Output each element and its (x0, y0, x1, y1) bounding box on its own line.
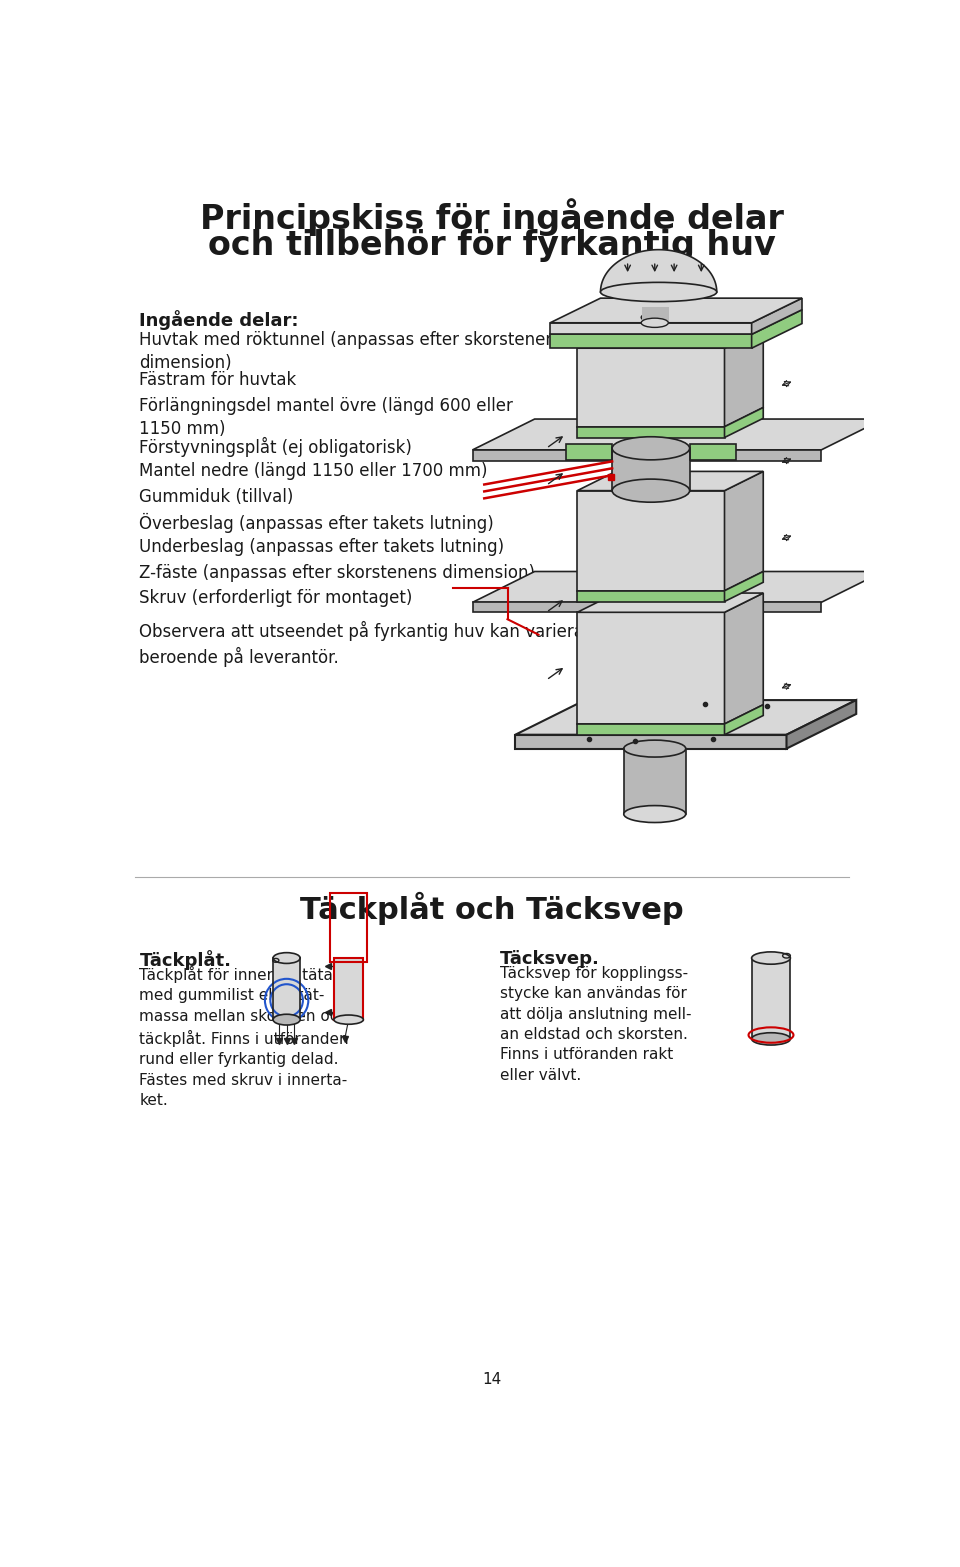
Polygon shape (472, 602, 822, 611)
Text: Huvtak med röktunnel (anpassas efter skorstenens
dimension): Huvtak med röktunnel (anpassas efter sko… (139, 331, 565, 371)
Ellipse shape (273, 1014, 300, 1025)
Polygon shape (577, 613, 725, 724)
Polygon shape (725, 572, 763, 602)
Polygon shape (516, 700, 856, 735)
Polygon shape (274, 957, 300, 1020)
Polygon shape (624, 749, 685, 813)
Text: Täckplåt och Täcksvep: Täckplåt och Täcksvep (300, 892, 684, 925)
Text: Överbeslag (anpassas efter takets lutning): Överbeslag (anpassas efter takets lutnin… (139, 512, 494, 533)
Polygon shape (577, 490, 725, 591)
Text: och tillbehör för fyrkantig huv: och tillbehör för fyrkantig huv (208, 229, 776, 262)
Ellipse shape (334, 1015, 363, 1025)
Polygon shape (752, 957, 790, 1039)
Text: Fästram för huvtak: Fästram för huvtak (139, 371, 297, 389)
Text: Underbeslag (anpassas efter takets lutning): Underbeslag (anpassas efter takets lutni… (139, 539, 505, 556)
Polygon shape (725, 592, 763, 724)
Ellipse shape (641, 313, 668, 323)
Text: Skruv (erforderligt för montaget): Skruv (erforderligt för montaget) (139, 589, 413, 606)
Polygon shape (472, 572, 883, 602)
Polygon shape (577, 724, 725, 735)
Text: 14: 14 (482, 1373, 502, 1387)
Polygon shape (577, 591, 725, 602)
Ellipse shape (273, 953, 300, 964)
Polygon shape (725, 407, 763, 437)
Bar (641, 307, 669, 323)
Text: Z-fäste (anpassas efter skorstenens dimension): Z-fäste (anpassas efter skorstenens dime… (139, 564, 536, 581)
Polygon shape (786, 700, 856, 749)
Polygon shape (725, 705, 763, 735)
Polygon shape (550, 323, 752, 334)
Ellipse shape (612, 480, 689, 501)
Polygon shape (516, 735, 786, 749)
Polygon shape (550, 334, 752, 348)
Text: Täcksvep.: Täcksvep. (500, 950, 600, 968)
Polygon shape (752, 298, 802, 334)
Polygon shape (601, 249, 717, 291)
Text: Gummiduk (tillval): Gummiduk (tillval) (139, 487, 294, 506)
Ellipse shape (624, 740, 685, 757)
Text: Täckplåt för innertak tätas
med gummilist eller tät-
massa mellan skorsten och
t: Täckplåt för innertak tätas med gummilis… (139, 965, 349, 1108)
Polygon shape (472, 450, 822, 461)
Text: Täckplåt.: Täckplåt. (139, 950, 231, 970)
Polygon shape (577, 592, 763, 613)
Polygon shape (752, 310, 802, 348)
Ellipse shape (641, 318, 668, 328)
Text: Principskiss för ingående delar: Principskiss för ingående delar (200, 199, 784, 237)
Polygon shape (577, 329, 763, 348)
Ellipse shape (752, 1033, 790, 1045)
Text: Täcksvep för kopplingss-
stycke kan användas för
att dölja anslutning mell-
an e: Täcksvep för kopplingss- stycke kan anvä… (500, 965, 691, 1083)
Text: Observera att utseendet på fyrkantig huv kan variera
beroende på leverantör.: Observera att utseendet på fyrkantig huv… (139, 621, 585, 666)
Text: Förstyvningsplåt (ej obligatorisk): Förstyvningsplåt (ej obligatorisk) (139, 437, 412, 458)
Bar (330, 893, 368, 962)
Text: Mantel nedre (längd 1150 eller 1700 mm): Mantel nedre (längd 1150 eller 1700 mm) (139, 462, 488, 480)
Polygon shape (550, 298, 802, 323)
Ellipse shape (612, 437, 689, 459)
Ellipse shape (752, 951, 790, 964)
Ellipse shape (624, 805, 685, 823)
Ellipse shape (601, 282, 717, 301)
Polygon shape (689, 445, 736, 459)
Polygon shape (725, 472, 763, 591)
Text: Ingående delar:: Ingående delar: (139, 310, 299, 329)
Text: Förlängningsdel mantel övre (längd 600 eller
1150 mm): Förlängningsdel mantel övre (längd 600 e… (139, 396, 514, 437)
Polygon shape (577, 348, 725, 426)
Polygon shape (334, 957, 363, 1020)
Polygon shape (577, 426, 725, 437)
Polygon shape (577, 472, 763, 490)
Polygon shape (725, 329, 763, 426)
Polygon shape (612, 448, 689, 490)
Polygon shape (565, 445, 612, 459)
Polygon shape (472, 418, 883, 450)
